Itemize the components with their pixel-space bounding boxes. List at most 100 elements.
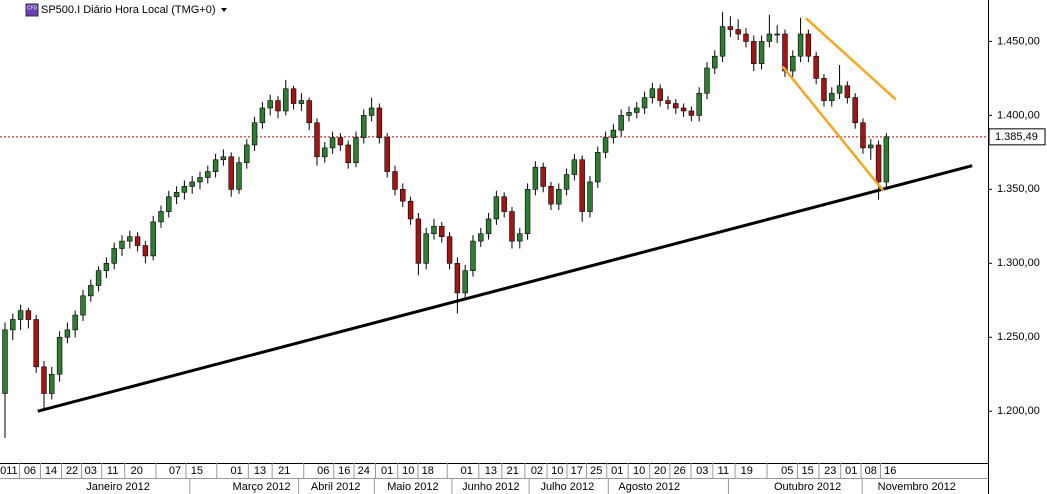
candle-body <box>446 236 453 264</box>
symbol-icon <box>25 3 39 17</box>
candle-body <box>236 162 242 190</box>
candle-body <box>696 92 702 116</box>
x-tick-label: 20 <box>131 465 143 477</box>
candle-body <box>649 88 656 98</box>
candle-body <box>150 221 156 257</box>
x-tick-label: 11 <box>107 465 118 477</box>
x-tick-label: 08 <box>865 465 877 477</box>
y-tick-label: 1.350,00 <box>997 183 1040 195</box>
candle-body <box>431 226 437 235</box>
x-tick-label: 22 <box>66 465 78 477</box>
candle-body <box>704 67 710 94</box>
candle-body <box>501 196 507 212</box>
candle-body <box>883 136 890 183</box>
candle-body <box>439 226 445 237</box>
y-tick-label: 1.200,00 <box>997 405 1040 417</box>
month-label: Novembro 2012 <box>878 481 956 493</box>
candle-body <box>88 285 94 297</box>
month-label: Junho 2012 <box>462 481 520 493</box>
candle-body <box>462 270 468 294</box>
candle-body <box>368 107 375 116</box>
candle-body <box>392 171 398 190</box>
x-tick-label: 07 <box>169 465 181 477</box>
candle-body <box>595 152 601 183</box>
candle-body <box>376 107 383 138</box>
month-label: Maio 2012 <box>387 481 438 493</box>
candle-body <box>220 156 227 161</box>
x-tick-label: 06 <box>24 465 36 477</box>
x-tick-label: 11 <box>718 465 729 477</box>
candle-body <box>626 112 632 116</box>
candle-body <box>454 263 461 294</box>
candle-body <box>673 103 679 109</box>
candle-body <box>400 189 406 202</box>
symbol-badge: CFD <box>27 5 38 11</box>
candle-body <box>641 97 648 109</box>
title-dropdown[interactable] <box>221 8 227 12</box>
candle-body <box>306 100 312 124</box>
candle-body <box>634 107 640 113</box>
candle-body <box>407 200 414 220</box>
y-tick-label: 1.450,00 <box>997 35 1040 47</box>
candle-body <box>189 181 195 187</box>
candle-body <box>563 174 570 190</box>
candle-body <box>829 92 835 101</box>
x-tick-label: 16 <box>338 465 350 477</box>
x-tick-label: 01 <box>381 465 393 477</box>
candle-body <box>127 236 133 242</box>
candle-body <box>852 97 858 124</box>
candle-body <box>517 233 523 242</box>
candle-body <box>314 122 320 158</box>
x-tick-label: 17 <box>571 465 583 477</box>
month-label: Julho 2012 <box>540 481 594 493</box>
trend-line <box>37 164 973 413</box>
candle-body <box>267 100 273 109</box>
candle-body <box>727 26 734 30</box>
month-label: Março 2012 <box>233 481 291 493</box>
candle-body <box>283 88 289 112</box>
candle-body <box>805 33 812 57</box>
x-tick-label: 20 <box>654 465 666 477</box>
candle-body <box>361 115 367 138</box>
x-tick-label: 21 <box>278 465 290 477</box>
x-tick-label: 13 <box>254 465 266 477</box>
candle-body <box>212 159 219 172</box>
x-tick-label: 13 <box>485 465 497 477</box>
x-tick-label: 23 <box>824 465 836 477</box>
trend-line <box>805 17 897 101</box>
candle-body <box>2 329 8 394</box>
candle-body <box>719 26 726 57</box>
candle-body <box>111 248 117 264</box>
x-tick-label: 01 <box>611 465 623 477</box>
x-tick-label: 01 <box>231 465 243 477</box>
candle-body <box>774 33 780 36</box>
candle-body <box>166 196 172 212</box>
candle-body <box>10 319 16 331</box>
candle-body <box>610 129 617 138</box>
y-tick-label: 1.400,00 <box>997 109 1040 121</box>
candle-body <box>337 137 344 146</box>
last-price-box <box>988 128 1046 146</box>
x-tick-label: 15 <box>801 465 813 477</box>
candle-body <box>49 373 55 394</box>
candle-body <box>821 78 827 101</box>
candle-body <box>478 233 484 242</box>
candle-body <box>665 100 671 104</box>
candle-body <box>712 55 718 69</box>
candle-body <box>322 147 328 158</box>
candle-body <box>415 218 422 264</box>
candle-body <box>680 107 687 112</box>
candle-body <box>56 336 63 375</box>
x-tick-label: 03 <box>85 465 97 477</box>
x-tick-label: 10 <box>633 465 645 477</box>
candle-body <box>298 100 305 104</box>
candle-body <box>743 33 749 42</box>
month-label: Agosto 2012 <box>618 481 680 493</box>
candle-body <box>540 166 546 187</box>
x-tick-label: 16 <box>884 465 896 477</box>
x-tick-label: 26 <box>674 465 686 477</box>
candle-body <box>860 122 866 149</box>
candle-body <box>868 144 874 149</box>
candle-body <box>751 41 757 64</box>
candle-body <box>782 33 788 72</box>
